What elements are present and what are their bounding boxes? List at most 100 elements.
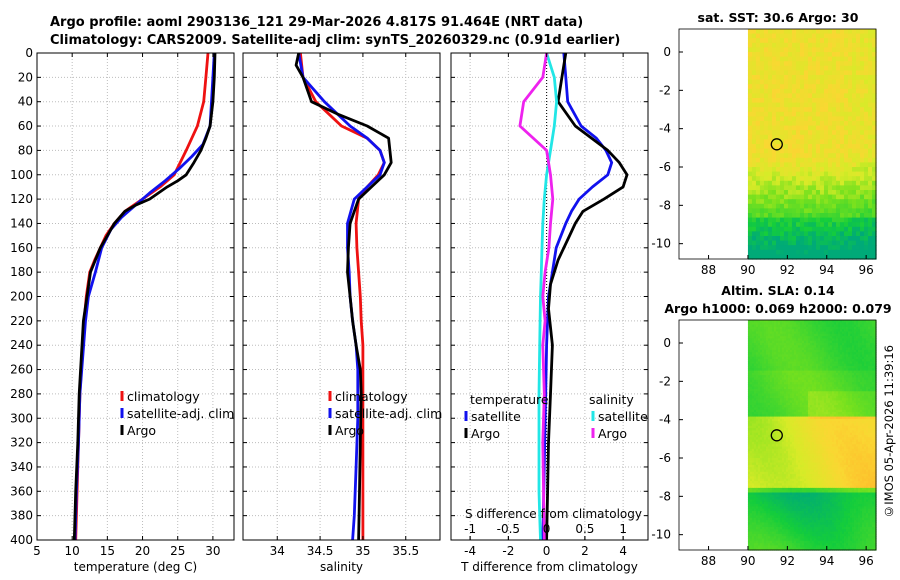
map-cell (831, 418, 835, 422)
x-tick-label: 25 (170, 544, 185, 558)
map-cell (827, 356, 831, 360)
map-cell (864, 75, 869, 81)
map-cell (801, 326, 805, 330)
map-cell (839, 359, 843, 362)
map-cell (827, 418, 831, 422)
map-cell (827, 354, 831, 358)
map-cell (872, 33, 877, 39)
map-cell (864, 393, 867, 397)
map-cell (771, 405, 775, 408)
map-cell (785, 423, 789, 427)
map-cell (859, 116, 865, 122)
map-cell (837, 331, 841, 335)
map-cell (781, 322, 785, 326)
map-cell (805, 414, 809, 418)
map-cell (853, 333, 857, 337)
map-cell (753, 370, 757, 374)
map-cell (847, 98, 853, 104)
map-cell (837, 345, 841, 349)
map-cell (864, 194, 869, 200)
map-cell (799, 377, 803, 381)
map-cell (755, 33, 761, 39)
map-cell (874, 412, 877, 415)
map-cell (811, 185, 817, 191)
map-cell (874, 407, 877, 411)
map-cell (872, 93, 877, 99)
map-cell (783, 363, 787, 367)
map-cell (815, 336, 819, 339)
map-cell (831, 84, 837, 90)
map-cell (859, 38, 865, 44)
series-argo (72, 52, 217, 541)
map-cell (761, 393, 765, 397)
map-cell (747, 425, 751, 429)
map-cell (791, 102, 797, 108)
map-cell (825, 368, 829, 372)
map-cell (783, 171, 789, 177)
map-cell (799, 352, 803, 356)
map-cell (771, 345, 775, 349)
map-cell (845, 326, 849, 330)
map-cell (825, 347, 829, 351)
map-cell (807, 389, 811, 392)
map-cell (807, 372, 811, 376)
map-cell (864, 121, 869, 127)
map-cell (827, 42, 833, 48)
map-cell (811, 88, 817, 94)
map-cell (795, 320, 799, 323)
map-cell (775, 386, 779, 390)
map-cell (823, 324, 827, 328)
map-cell (864, 368, 867, 372)
map-cell (803, 402, 807, 406)
map-cell (833, 379, 837, 383)
map-cell (799, 418, 803, 422)
map-cell (835, 343, 839, 346)
map-cell (851, 56, 857, 62)
map-cell (823, 203, 829, 209)
map-cell (851, 366, 855, 369)
map-cell (825, 395, 829, 399)
map-cell (829, 425, 833, 429)
map-cell (759, 382, 763, 385)
map-cell (761, 421, 765, 425)
map-cell (859, 222, 865, 228)
map-cell (870, 395, 873, 399)
map-cell (872, 79, 877, 85)
map-cell (775, 368, 779, 372)
map-cell (771, 42, 777, 48)
map-cell (839, 409, 843, 413)
map-cell (751, 336, 755, 339)
map-cell (777, 366, 781, 369)
map-cell (767, 389, 771, 392)
map-cell (803, 70, 809, 76)
map-cell (747, 400, 751, 404)
map-cell (807, 354, 811, 358)
map-cell (783, 402, 787, 406)
map-cell (755, 88, 761, 94)
map-cell (747, 375, 751, 379)
map-cell (823, 331, 827, 335)
map-cell (767, 391, 771, 395)
map-cell (872, 153, 877, 159)
map-cell (809, 423, 813, 427)
map-cell (779, 98, 785, 104)
map-cell (835, 400, 839, 404)
map-cell (851, 363, 855, 367)
map-cell (773, 324, 777, 328)
map-cell (835, 326, 839, 330)
map-cell (803, 331, 807, 335)
map-cell (819, 208, 825, 214)
map-cell (809, 345, 813, 349)
map-cell (859, 366, 863, 369)
map-cell (803, 366, 807, 369)
map-cell (831, 423, 835, 427)
map-cell (793, 349, 797, 353)
map-cell (870, 349, 873, 353)
map-cell (807, 130, 813, 136)
map-cell (795, 361, 799, 365)
map-cell (757, 423, 761, 427)
map-cell (807, 93, 813, 99)
map-cell (872, 361, 875, 365)
map-cell (747, 395, 751, 399)
map-cell (791, 333, 795, 337)
